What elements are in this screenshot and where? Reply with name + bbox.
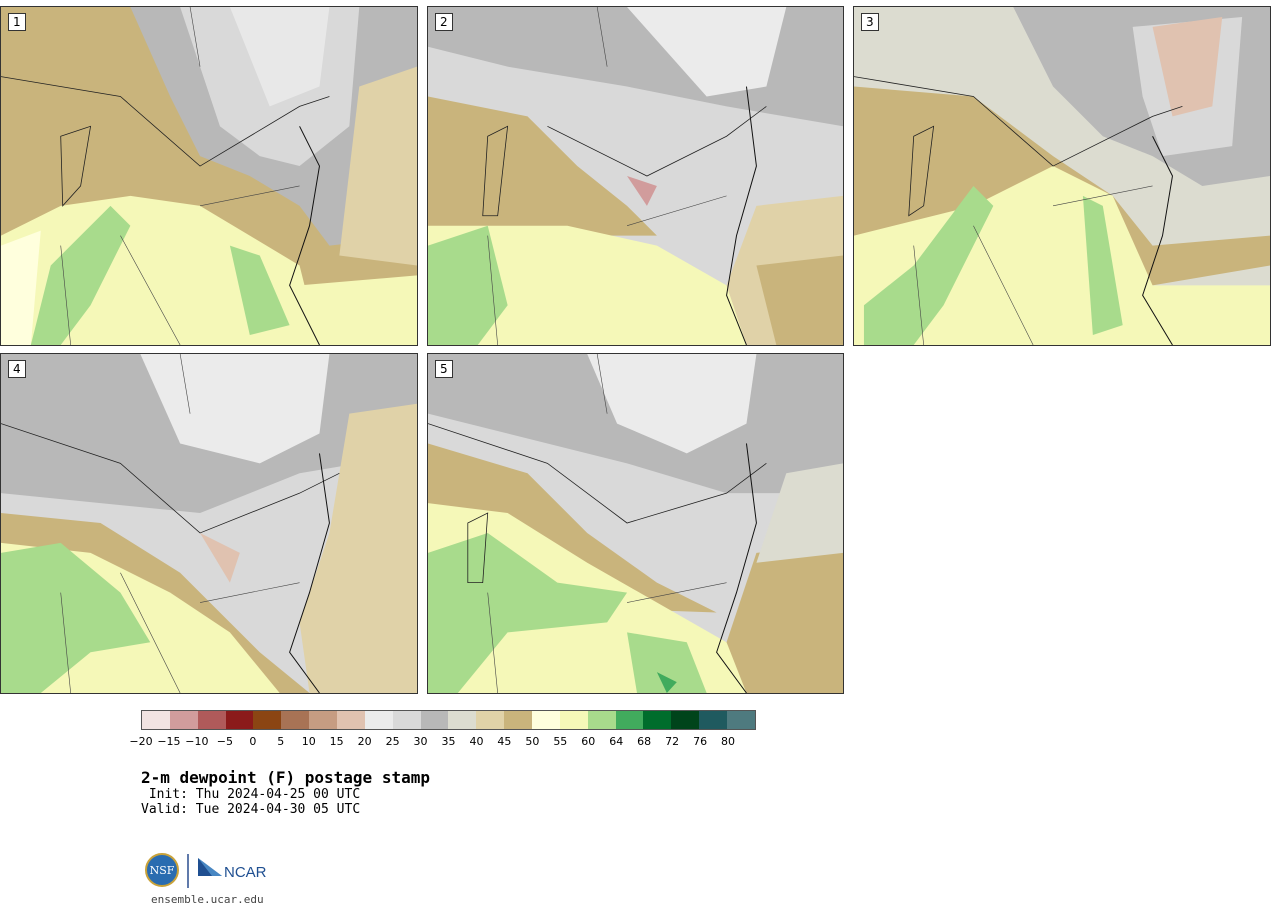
colorbar-swatch bbox=[197, 711, 226, 729]
nsf-ncar-logo: NSF NCAR bbox=[145, 853, 267, 888]
colorbar-tick-label: 55 bbox=[553, 735, 568, 748]
init-time: Init: Thu 2024-04-25 00 UTC bbox=[141, 787, 361, 802]
map-panel-2[interactable]: 2 bbox=[427, 6, 844, 346]
site-url[interactable]: ensemble.ucar.edu bbox=[151, 893, 264, 906]
dewpoint-map bbox=[1, 7, 417, 345]
panel-number: 3 bbox=[861, 13, 879, 31]
colorbar-tick-label: 68 bbox=[637, 735, 652, 748]
colorbar-tick-label: −15 bbox=[157, 735, 181, 748]
colorbar-tick-label: 60 bbox=[581, 735, 596, 748]
colorbar-swatch bbox=[559, 711, 588, 729]
colorbar-swatch bbox=[281, 711, 310, 729]
dewpoint-map bbox=[854, 7, 1270, 345]
colorbar bbox=[141, 710, 756, 730]
panel-number: 2 bbox=[435, 13, 453, 31]
colorbar-swatch bbox=[142, 711, 170, 729]
colorbar-tick-label: 15 bbox=[329, 735, 344, 748]
dewpoint-map bbox=[428, 7, 843, 345]
colorbar-swatch bbox=[643, 711, 672, 729]
colorbar-swatch bbox=[364, 711, 393, 729]
colorbar-tick-label: 64 bbox=[609, 735, 624, 748]
colorbar-tick-label: 20 bbox=[357, 735, 372, 748]
colorbar-tick-label: 50 bbox=[525, 735, 540, 748]
colorbar-swatch bbox=[587, 711, 616, 729]
colorbar-swatch bbox=[309, 711, 338, 729]
ncar-logo-text: NCAR bbox=[224, 864, 267, 881]
panel-number: 1 bbox=[8, 13, 26, 31]
colorbar-swatch bbox=[615, 711, 644, 729]
colorbar-swatch bbox=[532, 711, 560, 729]
colorbar-swatch bbox=[337, 711, 365, 729]
colorbar-tick-label: 10 bbox=[301, 735, 316, 748]
colorbar-tick-label: 72 bbox=[665, 735, 680, 748]
colorbar-swatch bbox=[727, 711, 755, 729]
colorbar-swatch bbox=[392, 711, 421, 729]
colorbar-tick-label: 35 bbox=[441, 735, 456, 748]
colorbar-tick-labels: −20 −15 −10 −5 0 5 10 15 20 25 30 35 40 45 50 55 60 64 68 7… bbox=[129, 735, 756, 749]
colorbar-tick-label: 45 bbox=[497, 735, 512, 748]
colorbar-swatch bbox=[671, 711, 700, 729]
map-panel-5[interactable]: 5 bbox=[427, 353, 844, 694]
valid-time: Valid: Tue 2024-04-30 05 UTC bbox=[141, 802, 361, 817]
dewpoint-map bbox=[428, 354, 843, 693]
map-panel-1[interactable]: 1 bbox=[0, 6, 418, 346]
map-panel-4[interactable]: 4 bbox=[0, 353, 418, 694]
map-panel-3[interactable]: 3 bbox=[853, 6, 1271, 346]
panel-number: 5 bbox=[435, 360, 453, 378]
panel-number: 4 bbox=[8, 360, 26, 378]
colorbar-swatch bbox=[448, 711, 477, 729]
colorbar-tick-label: 0 bbox=[249, 735, 257, 748]
colorbar-swatch bbox=[225, 711, 254, 729]
nsf-logo-text: NSF bbox=[150, 864, 175, 877]
colorbar-tick-label: 5 bbox=[277, 735, 285, 748]
colorbar-swatch bbox=[420, 711, 449, 729]
colorbar-tick-label: 25 bbox=[385, 735, 400, 748]
colorbar-swatch bbox=[699, 711, 728, 729]
colorbar-swatch bbox=[476, 711, 505, 729]
colorbar-tick-label: 80 bbox=[721, 735, 736, 748]
dewpoint-map bbox=[1, 354, 417, 693]
colorbar-tick-label: 76 bbox=[693, 735, 708, 748]
plot-title: 2-m dewpoint (F) postage stamp bbox=[141, 768, 430, 787]
colorbar-tick-label: 40 bbox=[469, 735, 484, 748]
colorbar-swatch bbox=[504, 711, 533, 729]
colorbar-tick-label: −5 bbox=[216, 735, 233, 748]
colorbar-tick-label: −20 bbox=[129, 735, 153, 748]
colorbar-tick-label: −10 bbox=[185, 735, 209, 748]
colorbar-tick-label: 30 bbox=[413, 735, 428, 748]
colorbar-swatch bbox=[253, 711, 282, 729]
colorbar-swatch bbox=[169, 711, 198, 729]
